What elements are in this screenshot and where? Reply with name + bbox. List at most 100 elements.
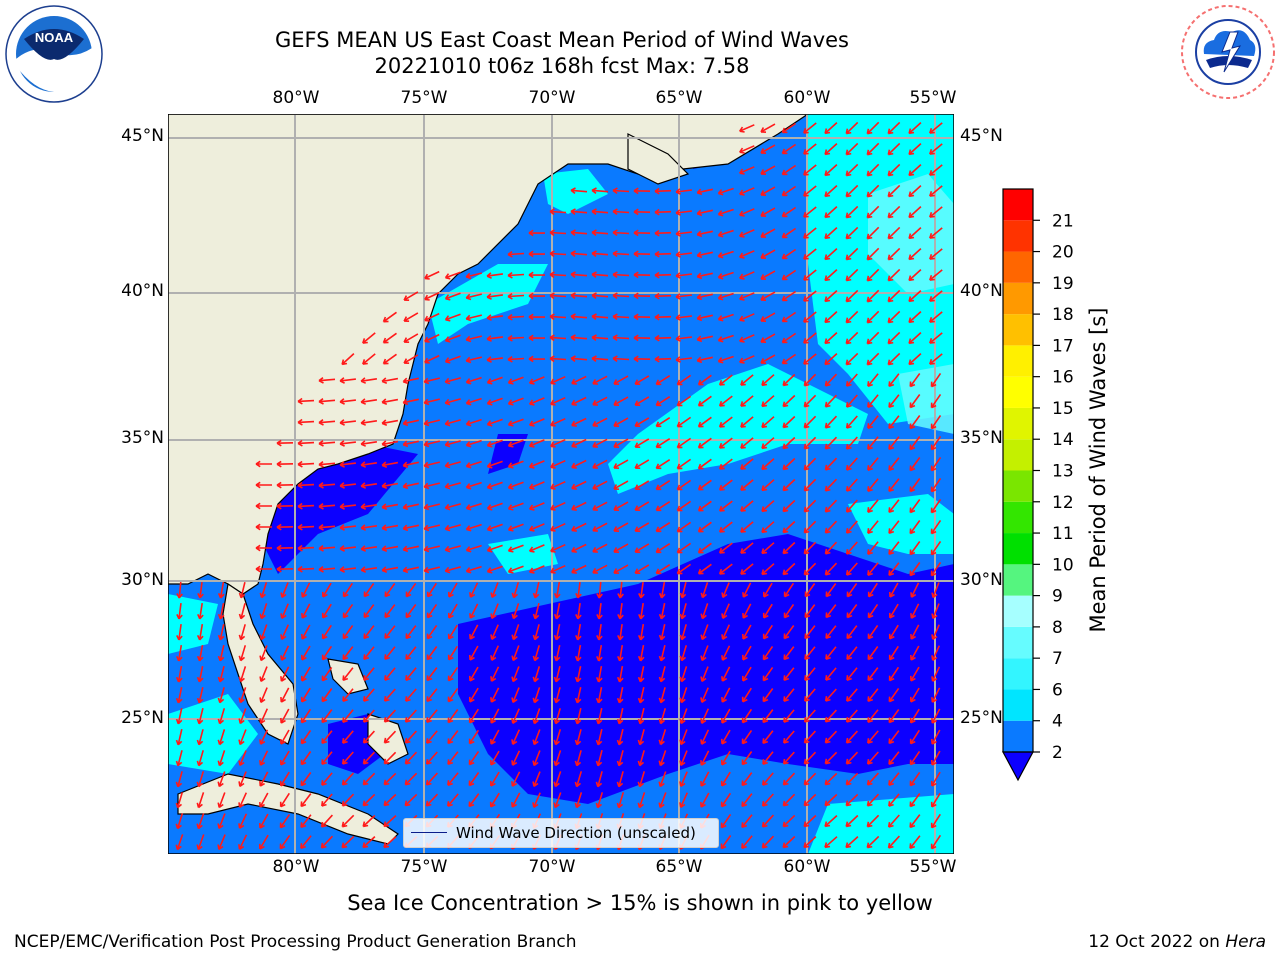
wind-wave-arrow	[718, 458, 733, 470]
wind-wave-arrow	[196, 687, 204, 704]
wind-wave-arrow	[444, 461, 461, 469]
wind-wave-arrow	[700, 792, 710, 808]
wind-wave-arrow	[679, 582, 687, 599]
wind-wave-arrow	[490, 729, 500, 745]
wind-wave-arrow	[634, 417, 650, 427]
wind-wave-arrow	[655, 543, 671, 554]
wind-wave-arrow	[301, 666, 311, 682]
wind-wave-arrow	[405, 688, 417, 702]
wind-wave-arrow	[739, 124, 755, 133]
wind-wave-arrow	[486, 460, 503, 469]
wind-wave-arrow	[280, 666, 290, 682]
wind-wave-arrow	[404, 793, 418, 807]
wind-wave-arrow	[700, 666, 709, 683]
wind-wave-arrow	[846, 688, 858, 702]
wind-wave-arrow	[717, 313, 734, 322]
wind-wave-arrow	[426, 603, 438, 619]
wind-wave-arrow	[570, 313, 588, 321]
wind-wave-arrow	[613, 417, 629, 427]
wind-wave-arrow	[468, 750, 480, 766]
colorbar-cell	[1003, 376, 1033, 408]
wind-wave-arrow	[300, 814, 312, 829]
date-stamp: 12 Oct 2022 on Hera	[1088, 932, 1266, 952]
wind-wave-arrow	[782, 394, 796, 408]
wind-wave-arrow	[276, 439, 294, 447]
wind-wave-arrow	[782, 478, 796, 492]
colorbar: 2 4 6 7 8 9 10 11 12 13 14 15 16 17 18 19 20 21	[1001, 188, 1074, 782]
wind-wave-arrow	[824, 709, 837, 723]
wind-wave-arrow	[423, 440, 440, 448]
wind-wave-arrow	[217, 581, 225, 599]
wind-wave-arrow	[679, 666, 688, 683]
wind-wave-arrow	[444, 419, 461, 427]
wind-wave-arrow	[259, 834, 269, 850]
wind-wave-arrow	[383, 772, 397, 786]
wind-wave-arrow	[717, 292, 734, 301]
wind-wave-arrow	[196, 644, 204, 662]
machine-name: Hera	[1225, 932, 1266, 952]
wind-wave-arrow	[824, 332, 838, 345]
wind-wave-arrow	[637, 792, 646, 809]
wind-wave-arrow	[591, 292, 609, 299]
wind-wave-arrow	[507, 292, 525, 300]
wind-wave-arrow	[634, 459, 650, 469]
wind-wave-arrow	[465, 376, 482, 385]
wind-wave-arrow	[532, 687, 541, 704]
wind-wave-arrow	[675, 356, 693, 363]
wind-wave-arrow	[528, 334, 546, 342]
wind-wave-arrow	[845, 121, 859, 135]
wind-wave-arrow	[507, 544, 524, 553]
wind-wave-arrow	[676, 500, 692, 512]
wind-wave-arrow	[595, 771, 603, 788]
wind-wave-arrow	[570, 208, 588, 216]
wind-wave-arrow	[679, 687, 688, 704]
wind-wave-arrow	[507, 271, 525, 279]
wind-wave-arrow	[424, 333, 440, 343]
wind-wave-arrow	[486, 481, 503, 490]
wind-wave-arrow	[845, 352, 859, 366]
wind-wave-arrow	[596, 623, 603, 641]
wind-wave-arrow	[507, 439, 524, 448]
wind-wave-arrow	[321, 751, 333, 765]
wind-wave-arrow	[676, 395, 692, 407]
wind-wave-arrow	[490, 771, 500, 787]
wind-wave-arrow	[300, 708, 312, 724]
wind-wave-arrow	[760, 249, 776, 259]
wind-wave-arrow	[781, 269, 797, 281]
colorbar-cell	[1003, 689, 1033, 721]
wind-wave-arrow	[824, 688, 837, 702]
wind-wave-arrow	[532, 771, 541, 788]
wind-wave-arrow	[718, 563, 733, 575]
lon-label-bottom: 55°W	[909, 857, 957, 877]
wind-wave-arrow	[362, 836, 376, 849]
wind-wave-arrow	[721, 687, 731, 703]
wind-wave-arrow	[846, 646, 858, 661]
wind-wave-arrow	[676, 563, 692, 575]
wind-wave-arrow	[469, 666, 479, 682]
wind-wave-arrow	[318, 545, 336, 552]
wind-wave-arrow	[426, 624, 438, 640]
wind-wave-arrow	[803, 164, 817, 176]
wave-period-map	[168, 114, 954, 854]
wind-wave-arrow	[383, 751, 397, 765]
wind-wave-arrow	[781, 185, 797, 197]
wind-wave-arrow	[888, 624, 899, 640]
wind-wave-arrow	[824, 541, 838, 555]
wind-wave-arrow	[654, 229, 672, 237]
wind-wave-arrow	[888, 751, 900, 766]
wind-wave-arrow	[676, 542, 692, 554]
wind-wave-arrow	[300, 772, 312, 787]
wind-wave-arrow	[596, 644, 603, 662]
wind-wave-arrow	[658, 581, 666, 599]
wind-wave-arrow	[595, 792, 604, 809]
wind-wave-arrow	[845, 268, 859, 282]
wind-wave-arrow	[867, 562, 879, 576]
wind-wave-arrow	[362, 751, 376, 765]
wind-wave-arrow	[217, 813, 226, 830]
wind-wave-arrow	[424, 291, 440, 301]
wind-wave-arrow	[553, 687, 561, 704]
wind-wave-arrow	[782, 457, 796, 471]
wind-wave-arrow	[404, 730, 417, 744]
wind-wave-arrow	[426, 730, 438, 744]
wind-wave-arrow	[654, 208, 672, 216]
